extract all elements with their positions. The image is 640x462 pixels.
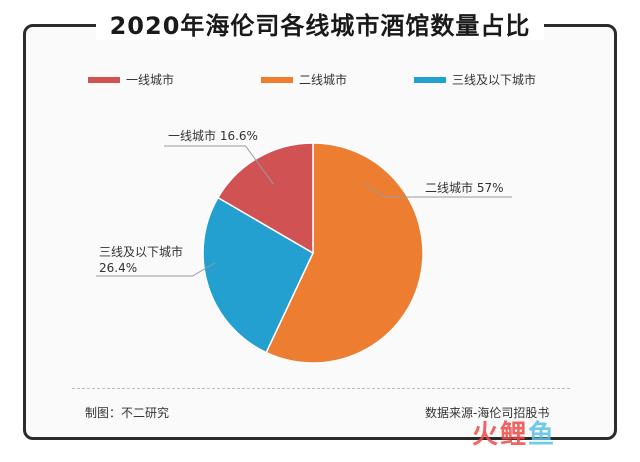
legend-label-tier2: 二线城市 <box>299 73 348 87</box>
pie-slice-tier2 <box>265 142 424 364</box>
leader-line-tier1 <box>164 145 274 185</box>
footer-source: 数据来源-海伦司招股书 <box>425 406 550 420</box>
data-label-tier1: 一线城市 16.6% <box>168 128 258 143</box>
legend: 一线城市 二线城市 三线及以下城市 <box>0 71 640 91</box>
legend-item-tier2: 二线城市 <box>261 71 347 88</box>
chart-title: 2020年海伦司各线城市酒馆数量占比 <box>0 6 640 41</box>
pie-slice-tier3 <box>202 196 314 354</box>
watermark-logo: 火 鲤 鱼 <box>472 414 554 450</box>
data-label-tier2: 二线城市 57% <box>425 180 504 195</box>
chart-title-text: 2020年海伦司各线城市酒馆数量占比 <box>95 12 545 40</box>
data-label-tier3: 三线及以下城市 <box>99 244 183 259</box>
leader-line-tier3 <box>96 262 215 277</box>
legend-label-tier1: 一线城市 <box>126 73 175 87</box>
pie-slice-tier1 <box>216 142 314 255</box>
footer-divider <box>72 388 570 389</box>
legend-item-tier3: 三线及以下城市 <box>414 71 536 88</box>
legend-label-tier3: 三线及以下城市 <box>452 73 537 87</box>
legend-swatch-tier1 <box>88 76 120 83</box>
footer-credit: 制图：不二研究 <box>85 406 170 420</box>
legend-item-tier1: 一线城市 <box>88 71 174 88</box>
watermark-char-3: 鱼 <box>528 419 555 450</box>
legend-swatch-tier3 <box>414 76 446 83</box>
legend-swatch-tier2 <box>261 76 293 83</box>
watermark-char-1: 火 <box>472 419 499 450</box>
watermark-char-2: 鲤 <box>500 419 527 450</box>
data-label-tier3-value: 26.4% <box>99 261 137 275</box>
leader-line-tier2 <box>364 183 512 198</box>
